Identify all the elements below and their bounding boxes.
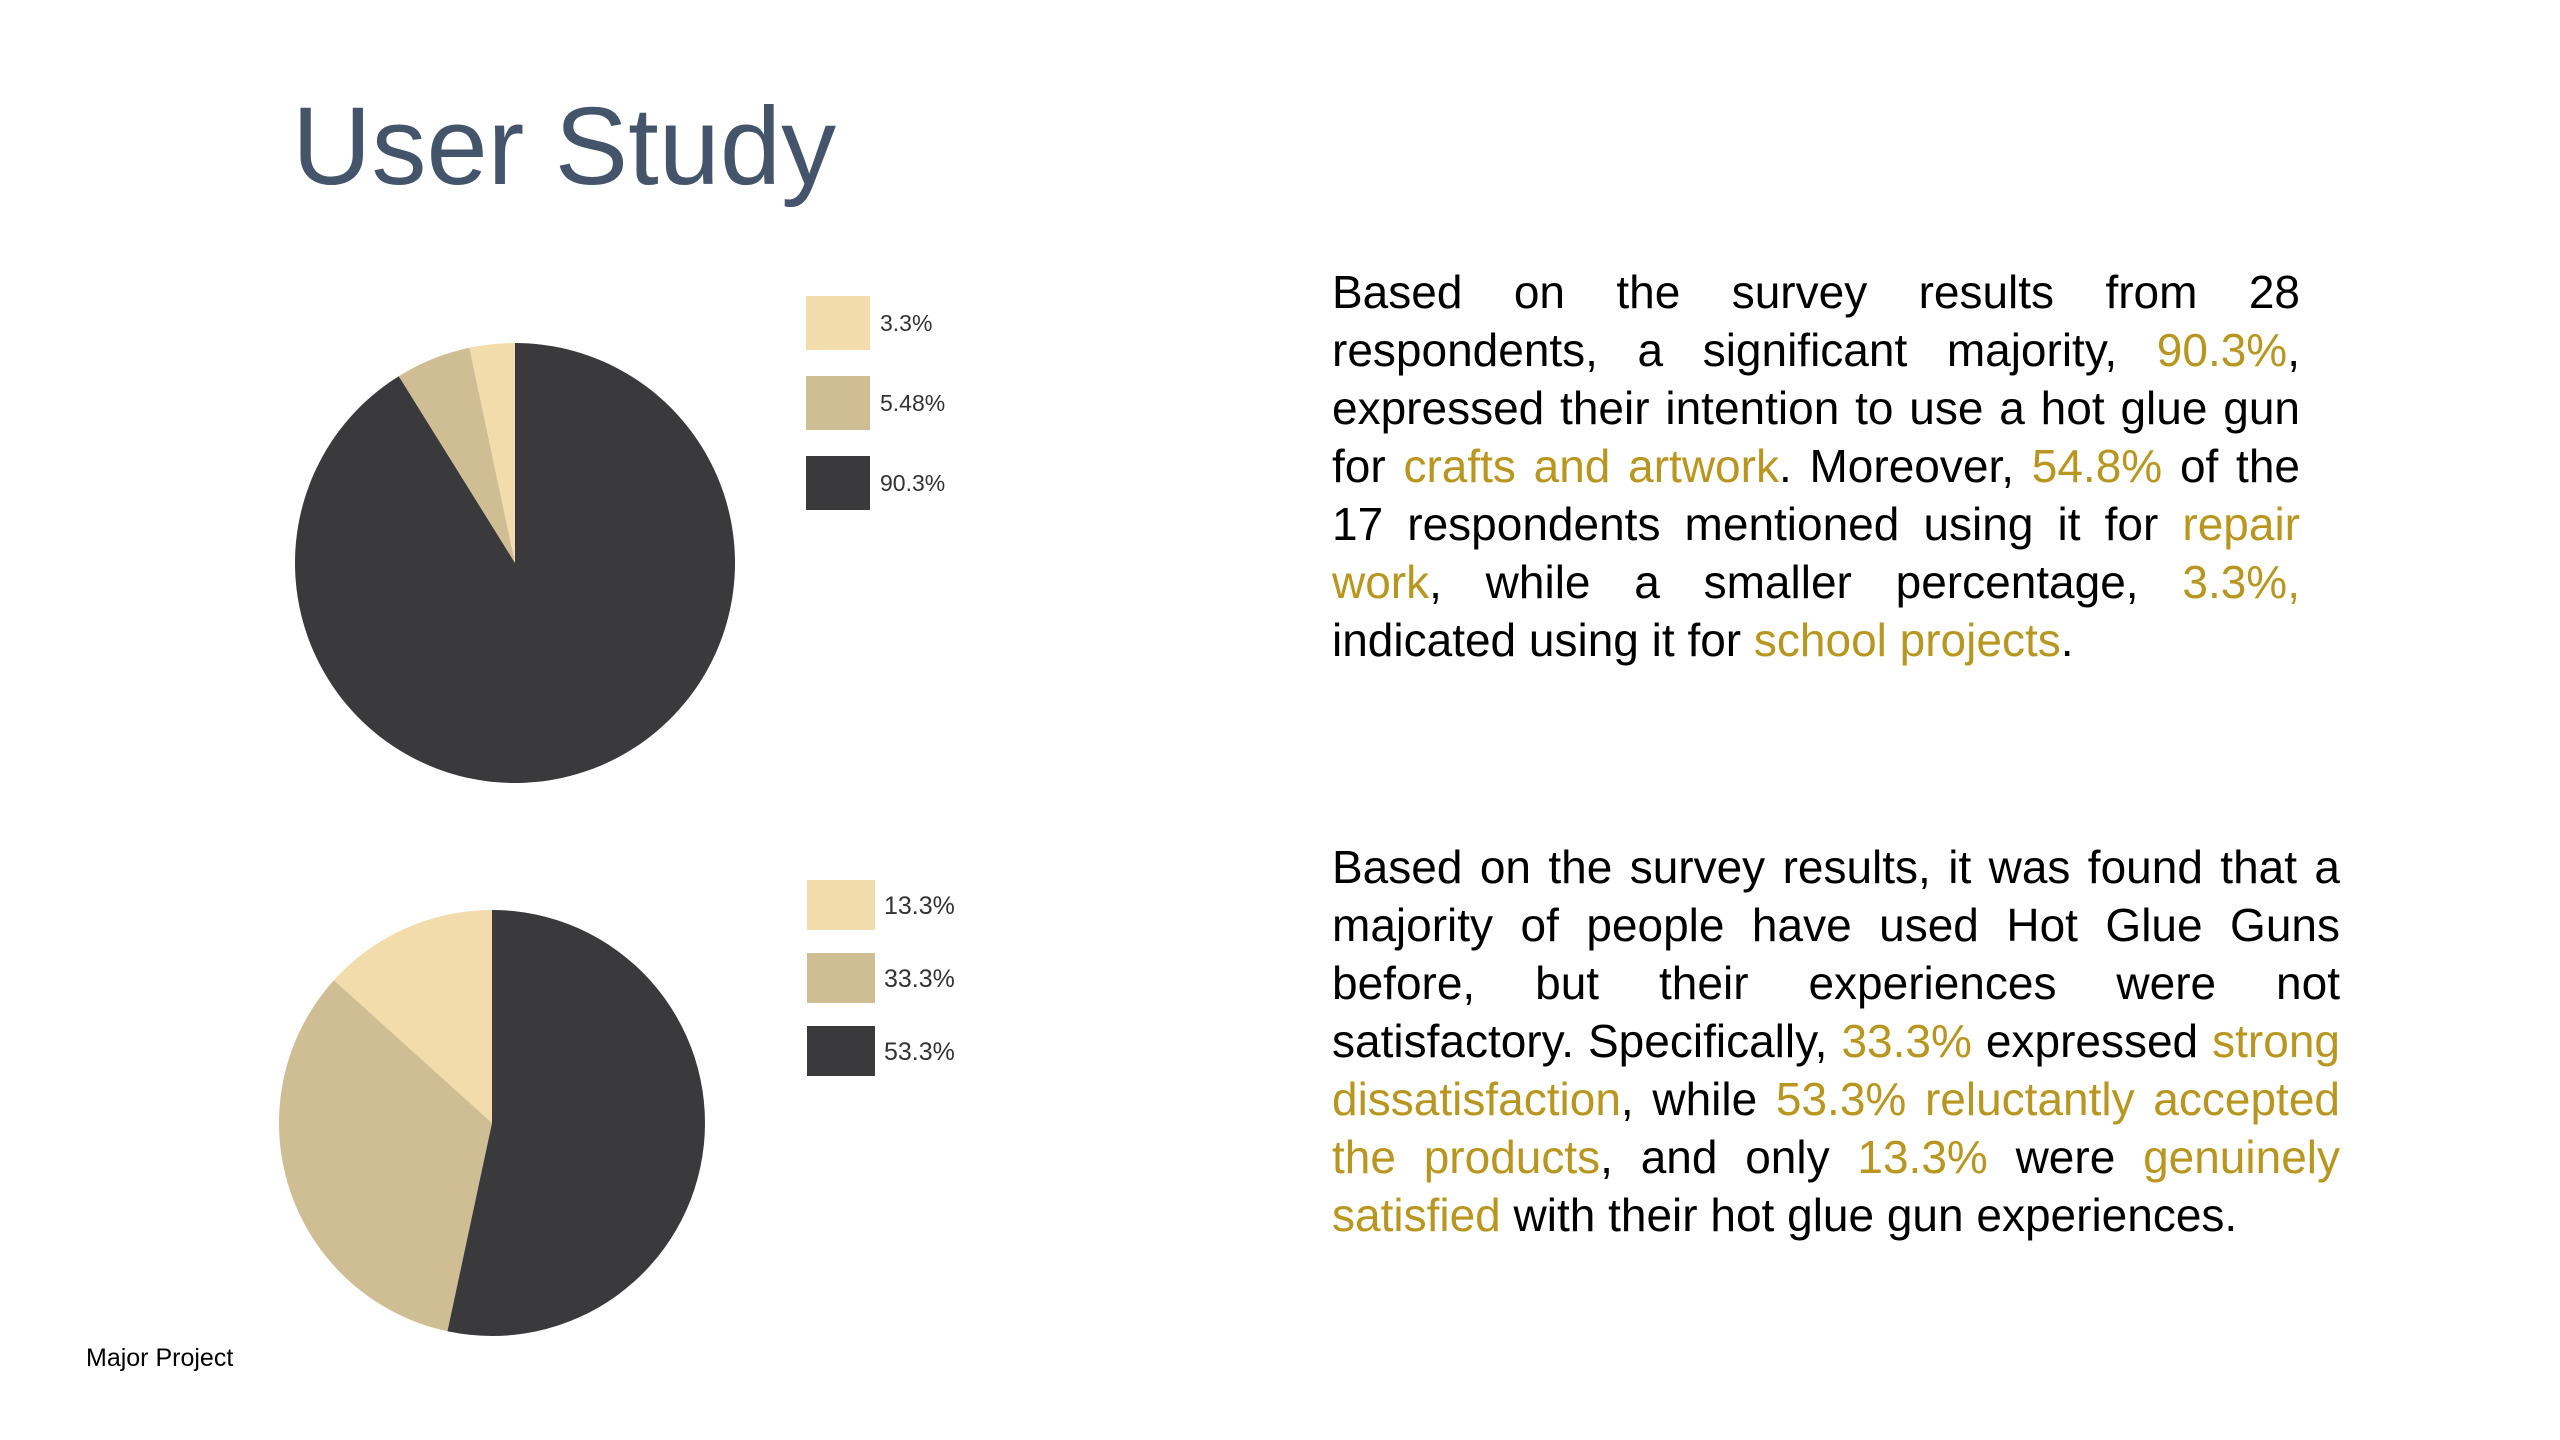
satisfaction-summary-paragraph: Based on the survey results, it was foun…: [1332, 838, 2340, 1244]
highlighted-text: 33.3%: [1841, 1015, 1972, 1067]
highlighted-text: 3.3%,: [2182, 556, 2300, 608]
body-text: with their hot glue gun experiences.: [1500, 1189, 2238, 1241]
body-text: expressed: [1971, 1015, 2213, 1067]
pie-slice: [447, 910, 706, 1336]
legend-swatch: [806, 296, 870, 350]
highlighted-text: 90.3%: [2156, 324, 2288, 376]
body-text: , while: [1620, 1073, 1776, 1125]
highlighted-text: 13.3%: [1857, 1131, 1988, 1183]
pie-slice: [294, 343, 735, 784]
pie-slice: [398, 347, 515, 563]
body-text: Based on the survey results, it was foun…: [1332, 841, 2340, 1067]
body-text: .: [2060, 614, 2074, 666]
legend-swatch: [806, 376, 870, 430]
body-text: Based on the survey results from 28 resp…: [1332, 266, 2300, 376]
legend-swatch: [807, 953, 875, 1003]
legend-swatch: [807, 1026, 875, 1076]
legend-label: 90.3%: [880, 470, 945, 496]
legend-label: 53.3%: [884, 1038, 955, 1066]
body-text: , expressed their intention to use a hot…: [1332, 324, 2300, 492]
legend-label: 13.3%: [884, 892, 955, 920]
legend-swatch: [806, 456, 870, 510]
legend-label: 3.3%: [880, 310, 932, 336]
highlighted-text: strong dissatisfaction: [1332, 1015, 2341, 1125]
usage-summary-paragraph: Based on the survey results from 28 resp…: [1332, 263, 2300, 669]
highlighted-text: school projects: [1753, 614, 2061, 666]
highlighted-text: 54.8%: [2031, 440, 2163, 492]
highlighted-text: genuinely satisfied: [1332, 1131, 2340, 1241]
highlighted-text: 53.3% reluctantly accepted the products: [1332, 1073, 2340, 1183]
page-title: User Study: [292, 85, 837, 208]
pie-chart-satisfaction: 13.3% 33.3% 53.3%: [278, 880, 955, 1336]
body-text: . Moreover,: [1778, 440, 2032, 492]
pie-slice: [469, 342, 515, 563]
pie-chart-usage: 3.3% 5.48% 90.3%: [294, 296, 945, 784]
footer-label: Major Project: [86, 1344, 234, 1372]
legend-label: 5.48%: [880, 390, 945, 416]
highlighted-text: repair work: [1332, 498, 2300, 608]
legend-label: 33.3%: [884, 965, 955, 993]
body-text: , and only: [1600, 1131, 1858, 1183]
body-text: of the 17 respondents mentioned using it…: [1332, 440, 2301, 550]
highlighted-text: crafts and artwork: [1403, 440, 1779, 492]
body-text: , while a smaller percentage,: [1429, 556, 2183, 608]
body-text: indicated using it for: [1332, 614, 1754, 666]
legend-swatch: [807, 880, 875, 930]
pie-slice: [333, 910, 492, 1123]
pie-slice: [278, 980, 492, 1332]
body-text: were: [1987, 1131, 2144, 1183]
